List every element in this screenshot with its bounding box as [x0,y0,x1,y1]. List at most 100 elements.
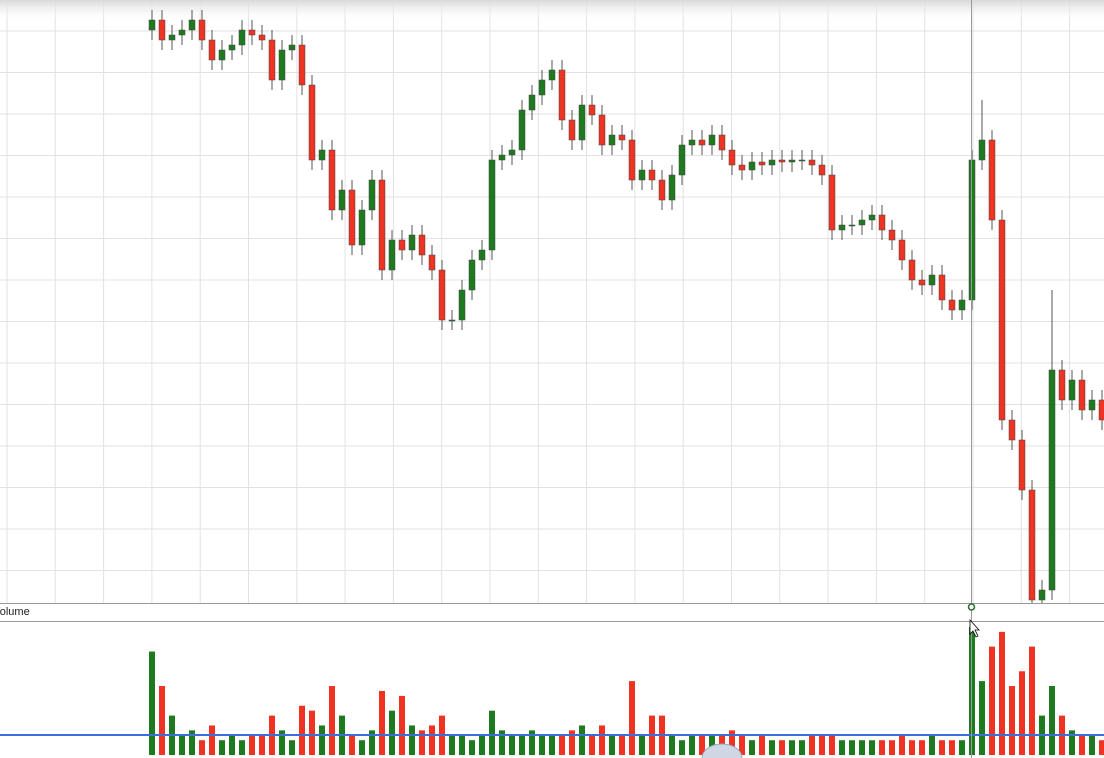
candle-body [1038,589,1046,601]
candle-body [548,69,556,81]
candle-body [358,209,366,246]
volume-label: Volume [0,606,30,618]
candle-body [388,239,396,271]
volume-bar [359,740,365,755]
candle-body [638,169,646,181]
volume-bar [449,735,455,755]
candle-body [858,219,866,226]
candle-body [458,289,466,321]
candle-body [988,139,996,221]
candle-body [708,134,716,146]
volume-bar [959,740,965,755]
candle-body [1088,399,1096,411]
candle-body [898,239,906,261]
candle-body [508,149,516,156]
volume-bar [909,740,915,755]
candle-body [558,69,566,121]
volume-bar [899,735,905,755]
candle-body [838,224,846,231]
volume-bar [479,735,485,755]
candle-body [618,134,626,141]
candle-body [218,49,226,61]
volume-bar [229,735,235,755]
volume-bar [979,681,985,755]
volume-bar [949,740,955,755]
volume-bar [509,735,515,755]
candle-body [598,114,606,146]
candle-body [328,149,336,211]
volume-bar [849,740,855,755]
candle-body [278,49,286,81]
volume-bar [1079,735,1085,755]
volume-bar [679,740,685,755]
candle-body [488,159,496,251]
candle-body [518,109,526,151]
volume-bar [729,730,735,755]
player-button[interactable] [701,743,743,758]
volume-bar [749,740,755,755]
candle-body [798,159,806,162]
volume-bar [469,740,475,755]
candle-body [818,164,826,176]
volume-bar [239,740,245,755]
volume-bar [489,710,495,755]
candle-body [758,161,766,166]
candle-body [1008,419,1016,441]
volume-bar [149,651,155,755]
top-shade [0,0,1104,22]
volume-bar [669,735,675,755]
volume-bar [309,710,315,755]
candle-body [728,149,736,166]
candle-body [1048,369,1056,591]
candle-body [148,19,156,31]
volume-bar [629,681,635,755]
candle-body [1078,379,1086,411]
volume-bar [179,735,185,755]
volume-bar [209,725,215,755]
volume-bar [379,690,385,755]
volume-bar [319,725,325,755]
volume-bar [569,730,575,755]
volume-bar [429,725,435,755]
volume-bar [639,735,645,755]
volume-bar [929,735,935,755]
candle-body [958,299,966,311]
volume-bar [589,735,595,755]
volume-bar [859,740,865,755]
volume-bar [739,735,745,755]
candle-body [1018,439,1026,491]
candle-body [688,139,696,146]
volume-bar [579,725,585,755]
volume-bar [599,725,605,755]
volume-bar [1069,730,1075,755]
grid [0,0,1104,603]
candle-body [788,159,796,163]
candle-body [418,234,426,256]
candle-body [808,159,816,166]
candle-body [928,274,936,286]
candle-body [168,34,176,41]
candle-body [1098,399,1104,421]
candle-body [888,229,896,241]
candle-body [248,29,256,36]
volume-bar [619,735,625,755]
candle-body [878,214,886,231]
volume-bar [559,735,565,755]
candle-body [238,29,246,46]
candle-body [448,319,456,322]
candle-body [948,299,956,311]
volume-bar [689,735,695,755]
volume-bar [529,730,535,755]
volume-bar [789,740,795,755]
candle-body [698,139,706,146]
candle-body [1028,489,1036,601]
volume-bar [609,735,615,755]
volume-bar [759,735,765,755]
volume-bar [999,631,1005,755]
volume-bar [399,695,405,755]
candle-body [648,169,656,181]
volume-bar [419,730,425,755]
candle-body [398,239,406,251]
